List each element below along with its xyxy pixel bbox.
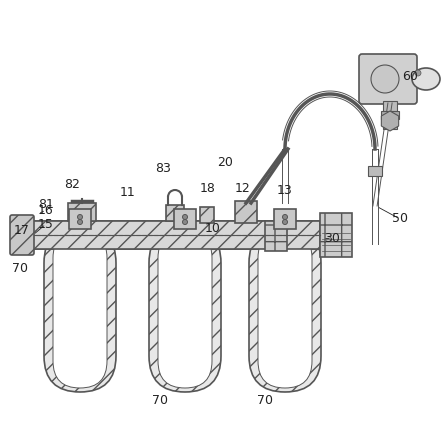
FancyBboxPatch shape — [149, 227, 221, 392]
Bar — [174, 209, 196, 229]
Text: 83: 83 — [155, 162, 171, 176]
FancyBboxPatch shape — [249, 227, 321, 392]
Bar — [69, 209, 91, 229]
Text: 10: 10 — [205, 223, 221, 235]
Circle shape — [282, 215, 288, 220]
Text: 50: 50 — [392, 212, 408, 226]
Bar — [30, 221, 320, 249]
Text: 20: 20 — [217, 156, 233, 168]
Bar — [265, 221, 287, 251]
Bar — [381, 111, 399, 119]
Text: 16: 16 — [38, 204, 54, 217]
Bar — [368, 166, 382, 176]
Text: 70: 70 — [257, 393, 273, 407]
Polygon shape — [381, 111, 399, 131]
Bar — [383, 101, 397, 129]
Text: 13: 13 — [277, 184, 293, 198]
Text: 60: 60 — [402, 70, 418, 83]
Bar — [235, 201, 257, 223]
Circle shape — [282, 220, 288, 224]
FancyBboxPatch shape — [53, 231, 107, 388]
Text: 82: 82 — [64, 178, 80, 190]
FancyBboxPatch shape — [258, 231, 312, 388]
Bar — [68, 203, 96, 221]
Bar — [274, 209, 296, 229]
Circle shape — [78, 215, 83, 220]
Text: 30: 30 — [324, 232, 340, 245]
FancyBboxPatch shape — [44, 227, 116, 392]
Bar — [30, 221, 320, 249]
Text: 15: 15 — [38, 218, 54, 231]
Text: 12: 12 — [235, 181, 251, 195]
Bar — [200, 207, 214, 223]
Ellipse shape — [412, 68, 440, 90]
Text: 70: 70 — [152, 393, 168, 407]
Bar — [320, 213, 352, 257]
Circle shape — [415, 70, 421, 76]
FancyBboxPatch shape — [10, 215, 34, 255]
Circle shape — [182, 220, 187, 224]
FancyBboxPatch shape — [158, 231, 212, 388]
FancyBboxPatch shape — [359, 54, 417, 104]
Circle shape — [78, 220, 83, 224]
Circle shape — [182, 215, 187, 220]
Text: 81: 81 — [38, 198, 54, 212]
Bar — [166, 205, 184, 221]
Text: 70: 70 — [12, 262, 28, 276]
Text: 17: 17 — [14, 224, 30, 237]
Text: 11: 11 — [120, 187, 136, 200]
Text: 18: 18 — [200, 181, 216, 195]
Circle shape — [371, 65, 399, 93]
